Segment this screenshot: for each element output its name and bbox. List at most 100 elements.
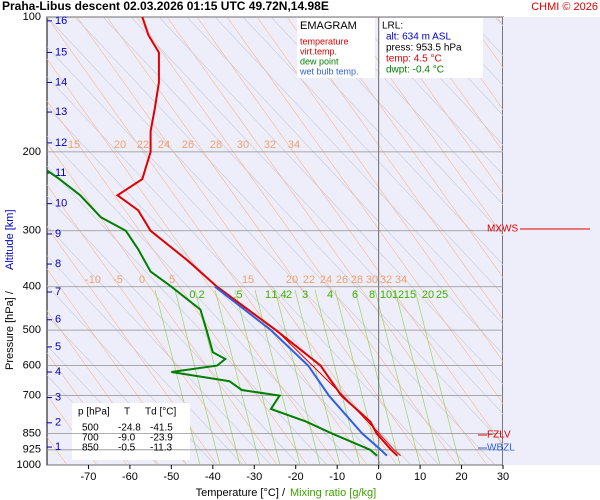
lrl-text: press: 953.5 hPa (386, 43, 462, 54)
altitude-label: 2 (55, 417, 61, 429)
lrl-text: temp: 4.5 °C (386, 54, 442, 65)
wind-column (503, 17, 600, 465)
x-axis-label-mixing: Mixing ratio [g/kg] (290, 487, 376, 499)
saturated-line (47, 46, 440, 465)
mixing-line (154, 289, 201, 465)
legend-box (297, 18, 375, 78)
altitude-label: 3 (55, 391, 61, 403)
y-tick-label: 925 (23, 444, 41, 456)
saturated-line (130, 17, 503, 415)
orange-label: 26 (182, 139, 194, 151)
orange-label: 5 (169, 274, 175, 286)
table-cell: -0.5 (118, 443, 136, 454)
adiabat-line (76, 17, 398, 465)
annotation: MXWS (487, 224, 518, 235)
adiabat-line (47, 268, 188, 465)
altitude-label: 7 (55, 286, 61, 298)
y-tick-label: 400 (23, 281, 41, 293)
orange-label: 20 (114, 139, 126, 151)
saturated-line (47, 315, 188, 465)
chart-title: Praha-Libus descent 02.03.2026 01:15 UTC… (2, 0, 329, 13)
adiabat-line (47, 226, 218, 465)
altitude-label: 12 (55, 137, 67, 149)
mixing-label: 0.2 (189, 289, 204, 301)
x-axis-label: Temperature [°C] / (196, 487, 286, 499)
lrl-text: dwpt: -0.4 °C (386, 65, 444, 76)
table-cell: 700 (82, 433, 99, 444)
table-header: Td [°C] (145, 407, 176, 418)
orange-label: 34 (288, 139, 300, 151)
orange-label: 28 (351, 274, 363, 286)
saturated-line (47, 17, 468, 465)
mixing-line (374, 289, 421, 465)
x-tick-label: 30 (497, 471, 509, 483)
altitude-label: 6 (55, 314, 61, 326)
mixing-label: 20 (422, 289, 434, 301)
saturated-line (47, 255, 244, 465)
altitude-label: 13 (55, 106, 67, 118)
mixing-label: .5 (233, 289, 242, 301)
altitude-label: 5 (55, 341, 61, 353)
orange-label: 32 (380, 274, 392, 286)
background-lines (47, 17, 503, 465)
table-cell: -23.9 (150, 433, 173, 444)
mixing-line (334, 289, 381, 465)
altitude-label: 16 (55, 15, 67, 27)
table-box (72, 403, 190, 460)
altitude-label: 15 (55, 46, 67, 58)
profile-line (115, 16, 398, 457)
x-tick-label: 0 (376, 471, 382, 483)
orange-label: 15 (68, 139, 80, 151)
plot-area (46, 16, 504, 466)
mixing-line (354, 289, 401, 465)
profile-line (46, 169, 378, 457)
x-tick-label: -70 (81, 471, 97, 483)
y-tick-label: 1000 (17, 459, 41, 471)
mixing-label: 10 (380, 289, 392, 301)
y-tick-label: 700 (23, 390, 41, 402)
orange-label: 22 (137, 139, 149, 151)
saturated-line (298, 17, 503, 236)
orange-label: 28 (210, 139, 222, 151)
adiabat-line (376, 17, 503, 194)
altitude-label: 8 (55, 258, 61, 270)
orange-label: 30 (366, 274, 378, 286)
lrl-text: alt: 634 m ASL (386, 32, 451, 43)
adiabat-line (47, 58, 338, 465)
altitude-label: 10 (55, 198, 67, 210)
orange-label: 30 (237, 139, 249, 151)
adiabat-line (136, 17, 458, 465)
altitude-label: 1 (55, 441, 61, 453)
y-tick-label: 200 (23, 146, 41, 158)
saturated-line (410, 17, 503, 116)
orange-label: 34 (395, 274, 407, 286)
annotation: FZLV (487, 430, 511, 441)
table-cell: 500 (82, 423, 99, 434)
altitude-label: 14 (55, 76, 67, 88)
saturated-line (47, 345, 160, 465)
mixing-line (394, 289, 441, 465)
saturated-line (102, 17, 503, 445)
orange-label: -10 (85, 274, 101, 286)
orange-label: 15 (242, 274, 254, 286)
saturated-line (47, 195, 300, 465)
mixing-line (314, 289, 361, 465)
mixing-label: 12 (392, 289, 404, 301)
saturated-line (47, 136, 356, 465)
legend-entry: virt.temp. (300, 46, 337, 56)
legend-entry: temperature (300, 36, 349, 46)
x-tick-label: -30 (246, 471, 262, 483)
table-cell: -9.0 (118, 433, 136, 444)
orange-label: 24 (320, 274, 332, 286)
saturated-line (242, 17, 503, 295)
credit: CHMI © 2026 (531, 1, 598, 13)
x-tick-label: -20 (288, 471, 304, 483)
y-axis-label-altitude: Altitude [km] (4, 209, 16, 270)
altitude-label: 9 (55, 228, 61, 240)
mixing-label: 1 (265, 289, 271, 301)
saturated-line (158, 17, 503, 385)
adiabat-line (106, 17, 428, 465)
mixing-label: 4 (327, 289, 333, 301)
x-tick-label: -40 (205, 471, 221, 483)
